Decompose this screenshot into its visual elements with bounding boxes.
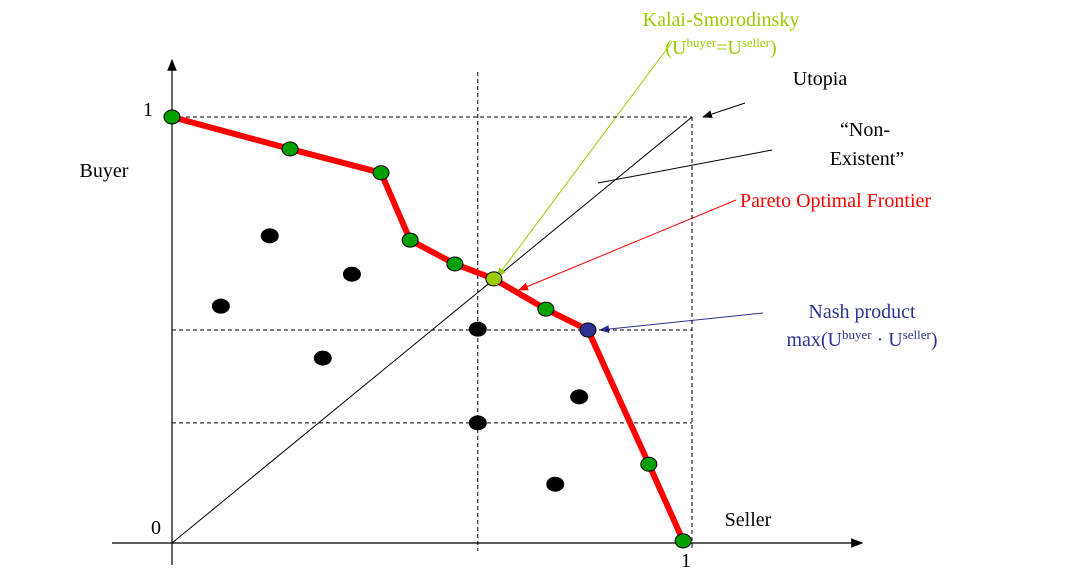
frontier-line: [171, 114, 686, 543]
nash-title: Nash product: [808, 301, 916, 323]
outcome-point: [546, 476, 565, 492]
non-existent-label: Existent”: [830, 148, 904, 170]
outcome-point: [342, 266, 361, 282]
kalai-formula: (Ubuyer=Useller): [665, 35, 776, 59]
formula-part: =U: [716, 37, 742, 59]
nash-formula: max(Ubuyer · Useller): [786, 327, 937, 351]
outcome-point: [570, 389, 589, 405]
frontier-point: [372, 165, 390, 181]
arrow: [518, 199, 737, 291]
outcome-point: [260, 228, 279, 244]
formula-part: ): [931, 329, 938, 351]
pointer-line: [597, 149, 773, 184]
outcome-point: [468, 415, 487, 431]
outcome-point: [211, 298, 230, 314]
y-tick-label: 1: [143, 99, 153, 121]
arrow: [599, 312, 764, 334]
outcome-point: [468, 321, 487, 337]
frontier-point: [281, 141, 299, 157]
utopia-label: Utopia: [793, 68, 848, 90]
outcome-point: [313, 350, 332, 366]
superscript: buyer: [686, 35, 716, 50]
formula-part: ): [770, 37, 777, 59]
formula-part: (U: [665, 37, 687, 59]
non-existent-label: “Non-: [840, 119, 890, 141]
y-tick-label: 0: [151, 517, 161, 539]
frontier-point: [674, 533, 692, 549]
frontier-point: [485, 271, 503, 287]
superscript: seller: [742, 35, 771, 50]
frontier-point: [579, 322, 597, 338]
x-tick-label: 1: [681, 550, 691, 572]
superscript: buyer: [842, 327, 872, 342]
kalai-title: Kalai-Smorodinsky: [643, 9, 800, 31]
frontier-point: [640, 456, 658, 472]
y-axis-label: Buyer: [80, 160, 129, 182]
formula-part: max(U: [786, 329, 842, 351]
frontier-point: [163, 109, 181, 125]
frontier-point: [401, 232, 419, 248]
pareto-label: Pareto Optimal Frontier: [740, 190, 931, 212]
frontier-point: [537, 301, 555, 317]
frontier-point: [446, 256, 464, 272]
arrow: [702, 102, 746, 118]
superscript: seller: [903, 327, 932, 342]
annotation-arrows: [496, 41, 773, 334]
x-axis-label: Seller: [725, 509, 772, 531]
formula-part: · U: [872, 329, 904, 351]
arrow: [496, 41, 673, 278]
